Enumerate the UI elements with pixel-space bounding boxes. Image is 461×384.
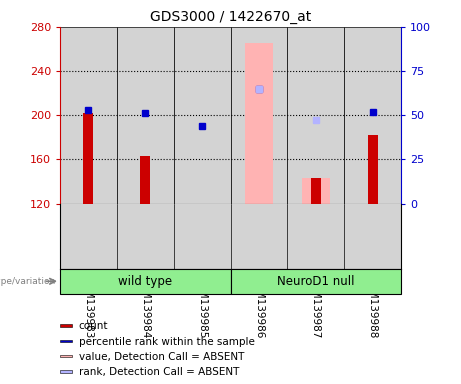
Bar: [174, 27, 230, 204]
Bar: [344, 27, 401, 204]
Bar: [140, 156, 150, 204]
Bar: [197, 204, 207, 206]
Bar: [83, 113, 94, 204]
Title: GDS3000 / 1422670_at: GDS3000 / 1422670_at: [150, 10, 311, 25]
FancyBboxPatch shape: [60, 269, 230, 294]
Bar: [60, 370, 72, 373]
Text: value, Detection Call = ABSENT: value, Detection Call = ABSENT: [79, 352, 244, 362]
Bar: [60, 339, 72, 342]
Text: rank, Detection Call = ABSENT: rank, Detection Call = ABSENT: [79, 367, 239, 377]
Bar: [60, 324, 72, 327]
Bar: [367, 135, 378, 204]
Text: percentile rank within the sample: percentile rank within the sample: [79, 337, 254, 347]
Bar: [60, 27, 117, 204]
Bar: [301, 178, 330, 204]
Bar: [230, 27, 287, 204]
FancyBboxPatch shape: [230, 269, 401, 294]
Text: wild type: wild type: [118, 275, 172, 288]
Text: NeuroD1 null: NeuroD1 null: [277, 275, 355, 288]
Bar: [117, 27, 174, 204]
Text: genotype/variation: genotype/variation: [0, 277, 55, 286]
Bar: [311, 178, 321, 204]
Bar: [245, 43, 273, 204]
Bar: [60, 355, 72, 358]
Bar: [287, 27, 344, 204]
Text: count: count: [79, 321, 108, 331]
